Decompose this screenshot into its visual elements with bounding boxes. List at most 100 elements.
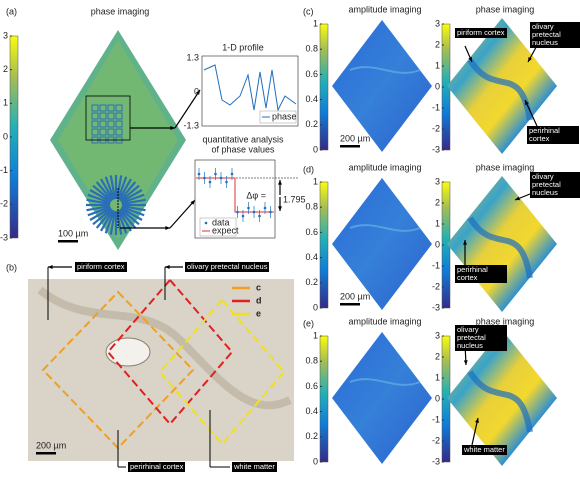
siemens-star <box>118 178 132 201</box>
test-pattern <box>115 112 123 120</box>
y-tick-label: 0 <box>194 86 199 96</box>
arrow-head <box>463 360 468 365</box>
data-point <box>203 176 206 180</box>
data-point <box>241 214 245 218</box>
data-point <box>225 180 228 184</box>
colorbar-tick-label: 0 <box>313 144 318 154</box>
data-point <box>230 172 234 176</box>
test-pattern <box>91 104 99 112</box>
colorbar <box>319 181 329 309</box>
colorbar-tick-label: 2 <box>3 64 8 74</box>
test-pattern <box>107 112 115 120</box>
amplitude-diamond <box>332 332 432 464</box>
arrow-head <box>165 226 170 230</box>
arrow-head <box>525 100 529 105</box>
panel-title: amplitude imaging <box>348 316 421 326</box>
arrow-head <box>463 240 467 245</box>
legend-label: phase <box>272 111 297 121</box>
test-pattern <box>91 112 99 120</box>
siemens-star <box>92 184 113 202</box>
colorbar-tick-label: 0.8 <box>305 356 318 366</box>
colorbar-tick-label: 0.4 <box>305 406 318 416</box>
siemens-star <box>119 208 140 226</box>
scale-bar <box>340 303 360 306</box>
siemens-star <box>100 178 114 201</box>
colorbar-tick-label: 0.4 <box>305 94 318 104</box>
test-pattern <box>115 120 123 128</box>
scale-bar-label: 100 µm <box>58 228 88 238</box>
test-pattern <box>107 128 115 136</box>
colorbar-tick-label: -3 <box>432 302 440 312</box>
data-point <box>208 180 212 184</box>
colorbar-tick-label: 0.6 <box>305 227 318 237</box>
arrow-head <box>190 200 195 205</box>
colorbar-tick-label: 0.6 <box>305 69 318 79</box>
colorbar-tick-label: 2 <box>435 39 440 49</box>
siemens-star <box>117 210 128 234</box>
annotation-label: olivary pretectal nucleus <box>530 22 580 48</box>
colorbar-tick-label: -2 <box>432 123 440 133</box>
arrow-line <box>174 89 201 129</box>
colorbar-tick-label: -1 <box>432 260 440 270</box>
colorbar-tick-label: -2 <box>432 281 440 291</box>
amplitude-diamond <box>332 178 432 310</box>
legend-label: c <box>256 282 261 292</box>
siemens-star <box>120 207 143 221</box>
siemens-star <box>109 175 117 200</box>
colorbar-tick-label: 0.2 <box>305 119 318 129</box>
y-tick-label: -1.3 <box>183 120 199 130</box>
annotation-label: perirhinal cortex <box>455 265 507 283</box>
tissue-feature <box>37 286 292 410</box>
test-pattern <box>91 128 99 136</box>
arrow-head <box>515 196 520 201</box>
colorbar-tick-label: 0.8 <box>305 44 318 54</box>
panel-title: phase imaging <box>476 4 535 14</box>
annotation-label: olivary pretectal nucleus <box>455 325 507 351</box>
colorbar-tick-label: 0.6 <box>305 381 318 391</box>
scale-bar-label: 200 µm <box>36 440 66 450</box>
phase-feature <box>467 216 533 279</box>
colorbar-tick-label: 0.2 <box>305 277 318 287</box>
colorbar-tick-label: -3 <box>432 456 440 466</box>
roi-d <box>106 278 234 426</box>
legend-label: expect <box>212 225 239 235</box>
data-point <box>263 206 267 210</box>
colorbar-tick-label: 0 <box>435 81 440 91</box>
siemens-star <box>121 198 146 206</box>
annotation-label: olivary pretectal nucleus <box>185 262 270 272</box>
colorbar-tick-label: -2 <box>0 199 8 209</box>
siemens-star <box>121 204 146 212</box>
arrow-head <box>475 418 479 423</box>
colorbar-tick-label: 3 <box>435 176 440 186</box>
panel-label: (b) <box>6 262 17 272</box>
panel-label: (c) <box>303 6 314 16</box>
colorbar-tick-label: 1 <box>3 98 8 108</box>
test-pattern <box>99 104 107 112</box>
colorbar-tick-label: -1 <box>432 414 440 424</box>
profile-line <box>203 64 297 112</box>
legend-box <box>259 110 297 124</box>
siemens-star <box>119 208 137 229</box>
colorbar-tick-label: 1 <box>313 18 318 28</box>
roi-e <box>158 298 286 446</box>
data-point <box>197 172 201 176</box>
siemens-star <box>95 208 113 229</box>
scale-bar <box>340 145 360 148</box>
test-pattern <box>107 120 115 128</box>
annotation-label: piriform cortex <box>75 262 127 272</box>
colorbar-tick-label: 0.8 <box>305 202 318 212</box>
colorbar-tick-label: -2 <box>432 435 440 445</box>
arrow-line <box>524 99 538 127</box>
data-point <box>236 210 239 214</box>
siemens-star <box>95 181 113 202</box>
delta-label: Δφ = <box>246 190 266 200</box>
panel-label: (a) <box>6 6 17 16</box>
annotation-label: olivary pretectal nucleus <box>530 172 580 198</box>
inset-title: 1-D profile <box>222 42 264 52</box>
legend-swatch <box>204 221 208 225</box>
arrow-head <box>278 180 282 185</box>
scale-bar <box>58 240 78 243</box>
ventricle <box>105 337 151 367</box>
test-pattern <box>99 112 107 120</box>
